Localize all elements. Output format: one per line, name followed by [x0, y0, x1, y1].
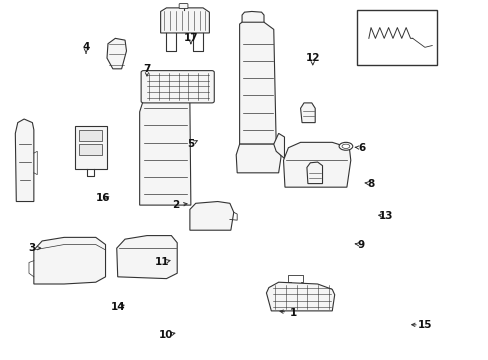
Polygon shape — [160, 8, 209, 33]
Bar — [356, 10, 436, 65]
Bar — [75, 126, 106, 169]
Text: 16: 16 — [96, 193, 110, 203]
Ellipse shape — [338, 142, 352, 150]
Text: 8: 8 — [367, 179, 374, 189]
Text: 15: 15 — [417, 320, 431, 330]
Polygon shape — [15, 119, 34, 202]
Text: 7: 7 — [143, 64, 150, 74]
Polygon shape — [239, 22, 276, 144]
Text: 2: 2 — [172, 200, 180, 210]
Text: 10: 10 — [159, 330, 173, 340]
Polygon shape — [34, 237, 105, 284]
Polygon shape — [107, 39, 126, 69]
Polygon shape — [266, 282, 334, 311]
Polygon shape — [189, 202, 233, 230]
Polygon shape — [273, 134, 284, 158]
Text: 1: 1 — [289, 308, 296, 318]
FancyBboxPatch shape — [179, 4, 187, 9]
Ellipse shape — [341, 144, 349, 148]
Text: 9: 9 — [357, 239, 365, 249]
Text: 13: 13 — [378, 211, 392, 221]
Text: 3: 3 — [29, 243, 36, 253]
Polygon shape — [140, 98, 190, 205]
Text: 12: 12 — [305, 53, 319, 63]
Polygon shape — [283, 142, 350, 187]
Text: 5: 5 — [187, 139, 194, 149]
Bar — [79, 130, 102, 140]
Polygon shape — [306, 162, 322, 184]
Bar — [79, 144, 102, 155]
Text: 11: 11 — [154, 257, 168, 267]
Polygon shape — [236, 144, 281, 173]
FancyBboxPatch shape — [141, 71, 214, 103]
Text: 4: 4 — [82, 42, 89, 52]
Polygon shape — [117, 235, 177, 279]
Text: 17: 17 — [183, 33, 198, 43]
Text: 6: 6 — [357, 143, 365, 153]
Polygon shape — [242, 12, 264, 24]
Text: 14: 14 — [110, 302, 125, 312]
Polygon shape — [300, 103, 315, 123]
